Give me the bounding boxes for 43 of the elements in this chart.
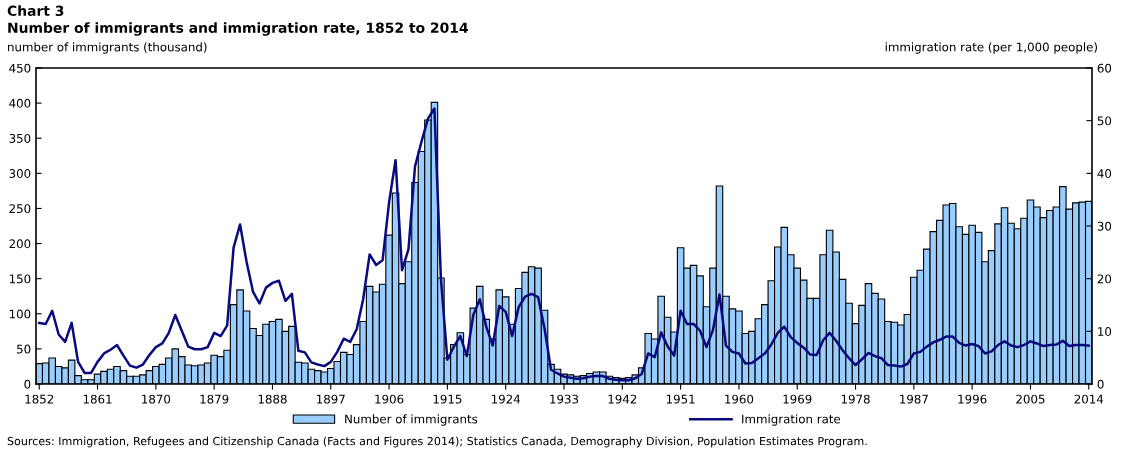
x-tick-label: 1897 bbox=[317, 394, 345, 404]
x-tick-label: 1879 bbox=[200, 394, 229, 404]
y-tick-label: 0 bbox=[24, 379, 31, 389]
x-tick-label: 1915 bbox=[433, 394, 462, 404]
x-tick-label: 1960 bbox=[725, 394, 754, 404]
x-tick-label: 1987 bbox=[900, 394, 928, 404]
x-tick-label: 1978 bbox=[841, 394, 870, 404]
x-tick-label: 2014 bbox=[1074, 394, 1104, 404]
y-axis-title: number of immigrants (thousand) bbox=[8, 42, 207, 54]
y-tick-label: 450 bbox=[9, 63, 31, 73]
y-tick-label: 250 bbox=[9, 204, 31, 214]
y-tick-label: 50 bbox=[17, 344, 31, 354]
x-tick-label: 1951 bbox=[666, 394, 695, 404]
y2-axis-title: immigration rate (per 1,000 people) bbox=[885, 42, 1097, 54]
y-tick-label: 100 bbox=[9, 309, 31, 319]
y-tick-label: 150 bbox=[9, 274, 31, 284]
y2-tick-label: 60 bbox=[1097, 63, 1112, 73]
chart-subtitle: Number of immigrants and immigration rate, 1852 to 2014 bbox=[8, 22, 468, 36]
x-tick-label: 1969 bbox=[783, 394, 812, 404]
x-tick-label: 1933 bbox=[550, 394, 579, 404]
source-note: Sources: Immigration, Refugees and Citizenship Canada (Facts and Figures 2014); Statistics Canada, Demography Division, Population Estimates Program. bbox=[7, 436, 867, 448]
legend-label: Immigration rate bbox=[742, 414, 841, 426]
x-tick-label: 1906 bbox=[375, 394, 404, 404]
y2-tick-label: 20 bbox=[1097, 274, 1112, 284]
y2-tick-label: 50 bbox=[1097, 116, 1112, 126]
chart-title: Chart 3 bbox=[7, 5, 64, 17]
y-tick-label: 300 bbox=[9, 169, 31, 178]
legend-label: Number of immigrants bbox=[345, 414, 478, 426]
x-tick-label: 2005 bbox=[1016, 394, 1045, 404]
x-tick-label: 1996 bbox=[958, 394, 987, 404]
y-tick-label: 400 bbox=[9, 98, 31, 108]
y-tick-label: 350 bbox=[9, 133, 31, 143]
x-tick-label: 1888 bbox=[258, 394, 287, 404]
x-tick-label: 1852 bbox=[25, 394, 54, 404]
y2-tick-label: 30 bbox=[1097, 221, 1112, 231]
y2-tick-label: 40 bbox=[1097, 169, 1112, 178]
x-tick-label: 1861 bbox=[83, 394, 112, 404]
x-tick-label: 1870 bbox=[142, 394, 171, 404]
y-tick-label: 200 bbox=[9, 239, 31, 249]
y2-tick-label: 10 bbox=[1098, 327, 1112, 336]
x-tick-label: 1924 bbox=[491, 394, 521, 404]
x-tick-label: 1942 bbox=[608, 394, 637, 404]
y2-tick-label: 0 bbox=[1097, 379, 1104, 389]
